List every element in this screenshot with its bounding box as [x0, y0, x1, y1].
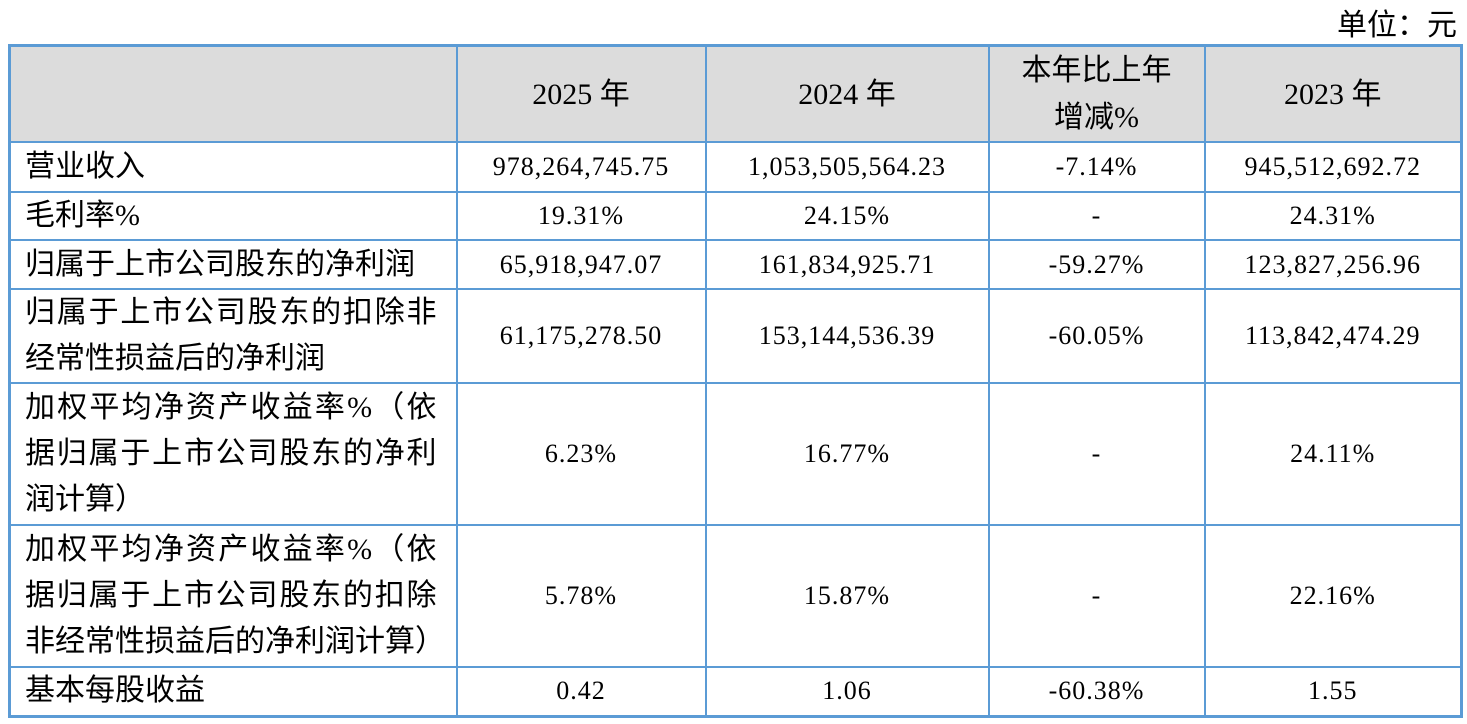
cell-value-2023: 24.11%	[1203, 382, 1463, 526]
table-row-basic-eps: 基本每股收益 0.42 1.06 -60.38% 1.55	[8, 666, 1463, 717]
row-label: 加权平均净资产收益率%（依据归属于上市公司股东的扣除非经常性损益后的净利润计算）	[8, 524, 458, 668]
cell-value-2024: 161,834,925.71	[704, 239, 990, 290]
cell-value-2025: 61,175,278.50	[455, 288, 707, 384]
unit-label: 单位：元	[1337, 9, 1457, 42]
cell-value-2023: 1.55	[1203, 666, 1463, 717]
header-cell-yoy-change: 本年比上年增减%	[987, 44, 1206, 143]
table-row-net-profit-excl-nonrecurring: 归属于上市公司股东的扣除非经常性损益后的净利润 61,175,278.50 15…	[8, 288, 1463, 384]
header-cell-2024: 2024 年	[704, 44, 990, 143]
cell-value-yoy-change: -60.05%	[987, 288, 1206, 384]
row-label: 加权平均净资产收益率%（依据归属于上市公司股东的净利润计算）	[8, 382, 458, 526]
table-row-weighted-roe-excl-nonrecurring: 加权平均净资产收益率%（依据归属于上市公司股东的扣除非经常性损益后的净利润计算）…	[8, 524, 1463, 668]
table-row-gross-margin: 毛利率% 19.31% 24.15% - 24.31%	[8, 191, 1463, 241]
table-row-weighted-roe: 加权平均净资产收益率%（依据归属于上市公司股东的净利润计算） 6.23% 16.…	[8, 382, 1463, 526]
cell-value-yoy-change: -	[987, 524, 1206, 668]
unit-label-row: 单位：元	[0, 0, 1467, 44]
table-header-row: 2025 年 2024 年 本年比上年增减% 2023 年	[8, 44, 1463, 143]
cell-value-2024: 24.15%	[704, 191, 990, 241]
cell-value-2024: 1,053,505,564.23	[704, 141, 990, 193]
cell-value-2025: 0.42	[455, 666, 707, 717]
key-financials-table: 2025 年 2024 年 本年比上年增减% 2023 年 营业收入 978,2…	[8, 44, 1463, 718]
table-row-net-profit: 归属于上市公司股东的净利润 65,918,947.07 161,834,925.…	[8, 239, 1463, 290]
header-cell-2023: 2023 年	[1203, 44, 1463, 143]
cell-value-2025: 6.23%	[455, 382, 707, 526]
cell-value-2024: 1.06	[704, 666, 990, 717]
cell-value-2024: 153,144,536.39	[704, 288, 990, 384]
row-label: 基本每股收益	[8, 666, 458, 717]
cell-value-2025: 978,264,745.75	[455, 141, 707, 193]
cell-value-yoy-change: -	[987, 382, 1206, 526]
row-label: 归属于上市公司股东的扣除非经常性损益后的净利润	[8, 288, 458, 384]
cell-value-2024: 15.87%	[704, 524, 990, 668]
cell-value-yoy-change: -7.14%	[987, 141, 1206, 193]
cell-value-yoy-change: -59.27%	[987, 239, 1206, 290]
header-cell-blank	[8, 44, 458, 143]
row-label: 营业收入	[8, 141, 458, 193]
cell-value-2023: 22.16%	[1203, 524, 1463, 668]
table-row-revenue: 营业收入 978,264,745.75 1,053,505,564.23 -7.…	[8, 141, 1463, 193]
cell-value-2025: 65,918,947.07	[455, 239, 707, 290]
header-cell-2025: 2025 年	[455, 44, 707, 143]
row-label: 毛利率%	[8, 191, 458, 241]
cell-value-2023: 945,512,692.72	[1203, 141, 1463, 193]
row-label: 归属于上市公司股东的净利润	[8, 239, 458, 290]
cell-value-yoy-change: -	[987, 191, 1206, 241]
cell-value-2025: 5.78%	[455, 524, 707, 668]
cell-value-2023: 113,842,474.29	[1203, 288, 1463, 384]
cell-value-2024: 16.77%	[704, 382, 990, 526]
cell-value-2023: 123,827,256.96	[1203, 239, 1463, 290]
cell-value-2023: 24.31%	[1203, 191, 1463, 241]
cell-value-2025: 19.31%	[455, 191, 707, 241]
cell-value-yoy-change: -60.38%	[987, 666, 1206, 717]
